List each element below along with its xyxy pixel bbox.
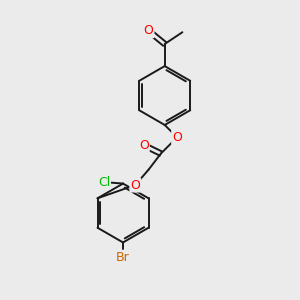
Text: O: O xyxy=(144,24,154,37)
Text: O: O xyxy=(139,139,149,152)
Text: O: O xyxy=(130,178,140,191)
Text: Cl: Cl xyxy=(98,176,110,189)
Text: O: O xyxy=(172,131,182,144)
Text: Br: Br xyxy=(116,251,130,264)
